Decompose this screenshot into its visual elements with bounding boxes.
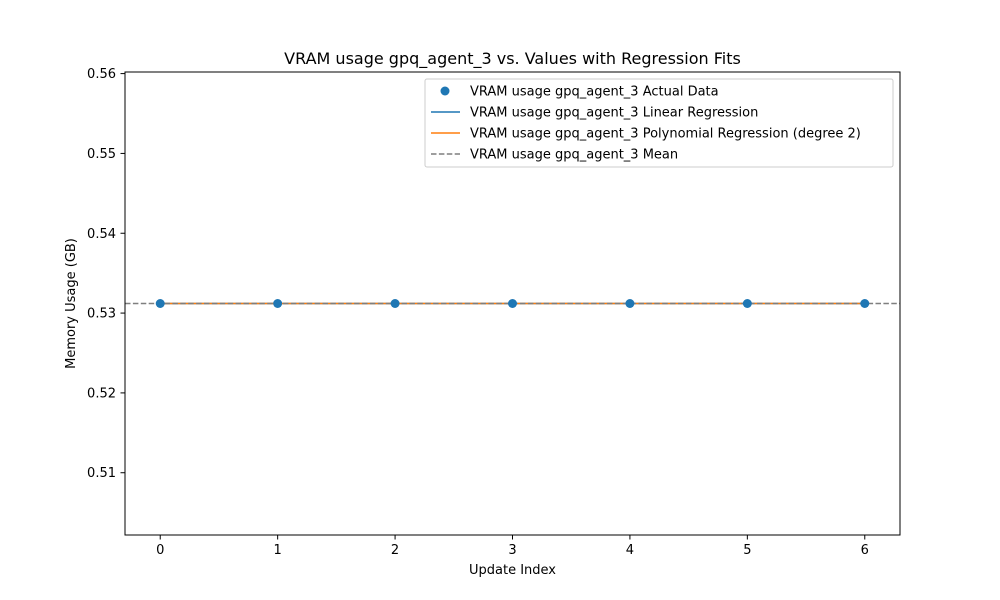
chart-title: VRAM usage gpq_agent_3 vs. Values with R… <box>284 49 741 69</box>
legend-label-3: VRAM usage gpq_agent_3 Mean <box>470 148 678 163</box>
plot-area <box>125 299 900 308</box>
legend-label-2: VRAM usage gpq_agent_3 Polynomial Regres… <box>470 127 861 142</box>
data-point <box>390 299 400 308</box>
data-point <box>155 299 165 308</box>
legend-label-1: VRAM usage gpq_agent_3 Linear Regression <box>470 106 758 121</box>
x-tick-label: 0 <box>156 543 164 558</box>
data-point <box>860 299 870 308</box>
data-point <box>742 299 752 308</box>
x-tick-label: 2 <box>391 543 399 558</box>
x-tick-label: 4 <box>626 543 634 558</box>
x-axis-label: Update Index <box>469 563 556 578</box>
x-tick-label: 5 <box>743 543 751 558</box>
axes: 0 1 2 3 4 5 6 0.51 0.52 0.53 0.54 0.55 0.56 <box>87 67 901 558</box>
legend: VRAM usage gpq_agent_3 Actual Data VRAM u… <box>424 78 894 168</box>
legend-label-0: VRAM usage gpq_agent_3 Actual Data <box>470 85 719 100</box>
data-point <box>625 299 635 308</box>
y-tick-label: 0.56 <box>87 67 116 82</box>
legend-box <box>424 78 894 168</box>
y-axis-label: Memory Usage (GB) <box>64 238 79 369</box>
y-tick-label: 0.55 <box>87 147 116 162</box>
legend-marker-0 <box>440 86 450 96</box>
plot-series <box>125 299 900 308</box>
data-point <box>273 299 283 308</box>
x-tick-label: 1 <box>274 543 282 558</box>
x-tick-label: 6 <box>861 543 869 558</box>
x-tick-label: 3 <box>508 543 516 558</box>
y-tick-label: 0.51 <box>87 466 116 481</box>
y-tick-label: 0.54 <box>87 227 116 242</box>
y-tick-label: 0.53 <box>87 307 116 322</box>
data-point <box>508 299 517 308</box>
y-tick-label: 0.52 <box>87 386 116 401</box>
